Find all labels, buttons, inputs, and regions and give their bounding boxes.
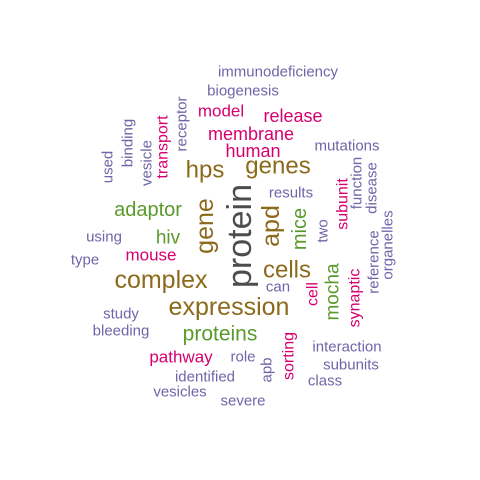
word-reference: reference [366,230,383,293]
word-function: function [349,157,366,210]
word-mouse: mouse [125,246,176,265]
word-hps: hps [186,157,225,184]
word-bleeding: bleeding [93,323,150,340]
word-study: study [103,306,139,323]
word-role: role [230,349,255,366]
word-transport: transport [155,115,172,179]
word-vesicles: vesicles [153,384,206,401]
word-subunit: subunit [335,178,352,230]
word-sorting: sorting [281,332,298,380]
word-complex: complex [114,266,208,294]
word-cells: cells [263,257,311,284]
word-pathway: pathway [149,348,213,367]
word-type: type [71,252,99,269]
word-severe: severe [220,393,265,410]
word-protein: protein [221,184,259,288]
word-immunodeficiency: immunodeficiency [218,64,339,81]
word-hiv: hiv [156,228,181,249]
word-model: model [198,102,244,121]
word-expression: expression [169,293,290,321]
word-interaction: interaction [312,339,381,356]
word-human: human [225,141,280,161]
word-cell: cell [305,282,322,306]
word-biogenesis: biogenesis [207,83,279,100]
word-mocha: mocha [323,263,344,320]
word-apb: apb [259,357,276,382]
word-proteins: proteins [183,323,258,346]
word-class: class [308,373,342,390]
word-receptor: receptor [174,96,191,151]
word-vesicle: vesicle [139,140,156,186]
word-disease: disease [364,162,381,214]
word-mutations: mutations [314,138,379,155]
word-mice: mice [289,208,311,250]
word-adaptor: adaptor [114,199,182,221]
word-binding: binding [120,119,137,167]
word-genes: genes [245,153,310,180]
word-gene: gene [191,198,219,254]
word-subunits: subunits [323,357,379,374]
word-organelles: organelles [380,210,397,279]
word-using: using [86,229,122,246]
word-can: can [266,279,290,296]
word-identified: identified [175,369,235,386]
word-results: results [269,185,313,202]
word-release: release [263,106,322,126]
word-synaptic: synaptic [347,269,364,328]
word-apd: apd [257,205,285,247]
word-membrane: membrane [208,124,294,144]
word-two: two [315,219,332,242]
word-used: used [100,151,117,184]
